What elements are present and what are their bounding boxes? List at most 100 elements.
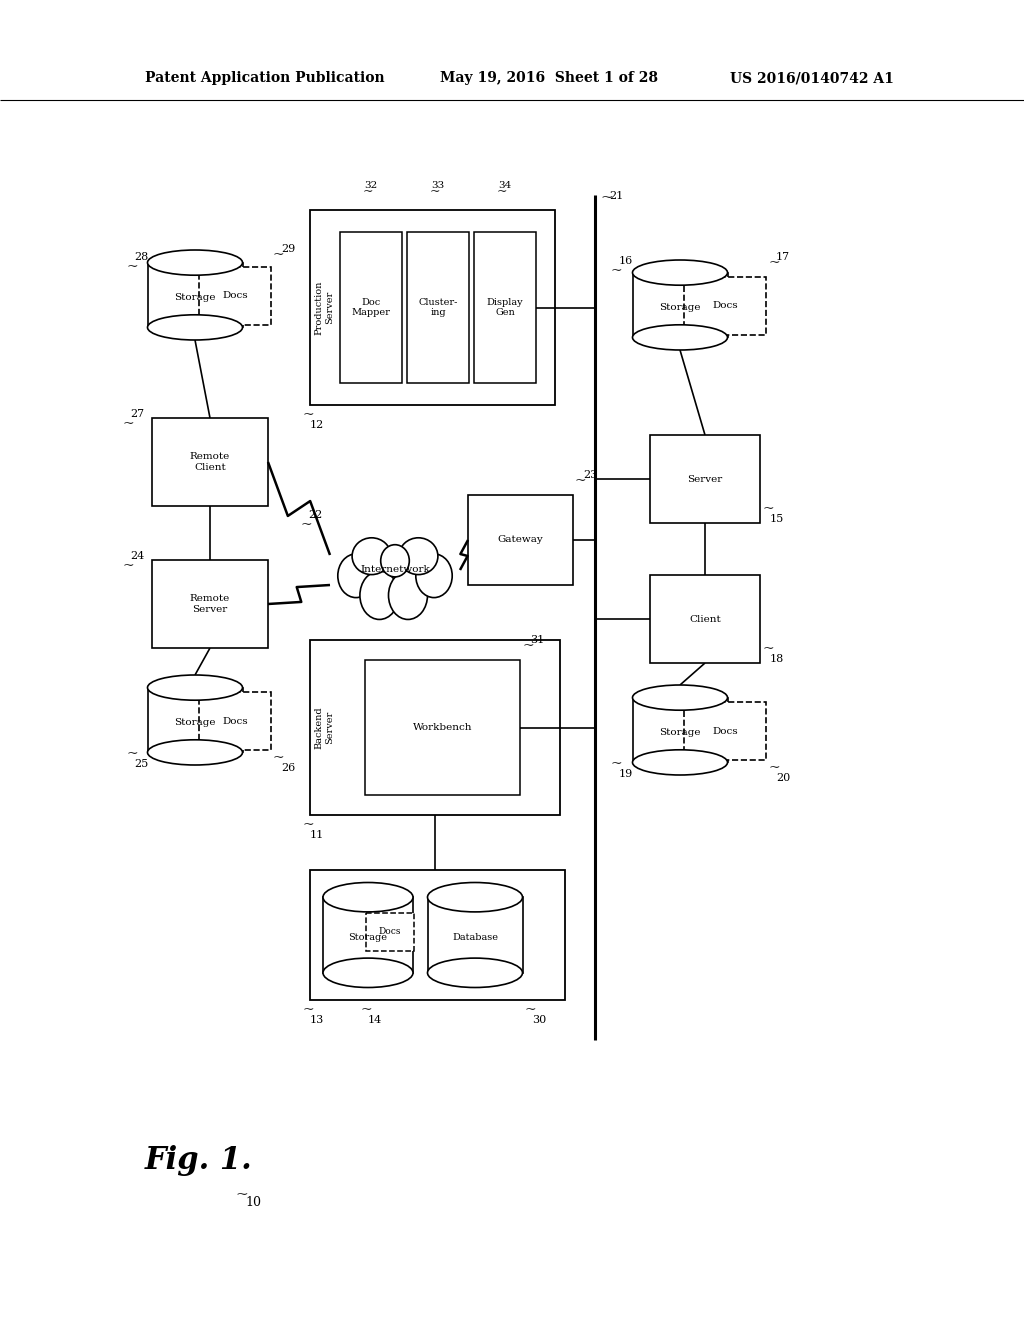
Text: 26: 26 <box>281 763 295 774</box>
Text: 33: 33 <box>431 181 444 190</box>
Text: 18: 18 <box>770 653 784 664</box>
Text: 34: 34 <box>499 181 512 190</box>
Bar <box>199 267 271 325</box>
Bar <box>366 913 414 950</box>
Text: 28: 28 <box>134 252 148 261</box>
Text: Storage: Storage <box>174 718 216 727</box>
Text: Internetwork: Internetwork <box>360 565 430 574</box>
Text: 20: 20 <box>776 774 791 783</box>
Text: 14: 14 <box>368 1015 382 1026</box>
Text: Docs: Docs <box>222 292 248 301</box>
Ellipse shape <box>147 739 243 766</box>
Text: ~: ~ <box>611 264 623 279</box>
Bar <box>474 232 536 383</box>
Text: ~: ~ <box>362 186 374 198</box>
Bar <box>684 277 766 335</box>
Text: May 19, 2016  Sheet 1 of 28: May 19, 2016 Sheet 1 of 28 <box>440 71 658 84</box>
Text: ~: ~ <box>122 417 133 432</box>
Text: Remote
Server: Remote Server <box>189 594 230 614</box>
Bar <box>147 263 243 327</box>
Text: 13: 13 <box>310 1015 325 1026</box>
Ellipse shape <box>633 685 727 710</box>
Bar <box>650 576 760 663</box>
Text: 12: 12 <box>310 420 325 430</box>
Text: 25: 25 <box>134 759 148 770</box>
Text: Docs: Docs <box>379 928 401 936</box>
Text: 15: 15 <box>770 513 784 524</box>
Text: Docs: Docs <box>222 717 248 726</box>
Ellipse shape <box>323 958 413 987</box>
Text: ~: ~ <box>122 558 133 573</box>
Ellipse shape <box>352 537 391 574</box>
Text: 27: 27 <box>130 409 144 418</box>
Text: ~: ~ <box>762 642 773 656</box>
Text: ~: ~ <box>611 756 623 771</box>
Ellipse shape <box>147 314 243 341</box>
Text: Database: Database <box>452 933 498 942</box>
Text: 21: 21 <box>609 191 624 201</box>
Text: ~: ~ <box>430 186 440 198</box>
Bar <box>323 898 413 973</box>
Text: 29: 29 <box>281 244 295 253</box>
Text: ~: ~ <box>575 474 587 488</box>
Ellipse shape <box>427 883 522 912</box>
Ellipse shape <box>416 554 453 598</box>
Bar <box>365 660 520 795</box>
Bar <box>152 560 268 648</box>
Ellipse shape <box>147 675 243 700</box>
Text: ~: ~ <box>234 1188 248 1203</box>
Ellipse shape <box>427 958 522 987</box>
Text: US 2016/0140742 A1: US 2016/0140742 A1 <box>730 71 894 84</box>
Bar <box>310 210 555 405</box>
Ellipse shape <box>388 572 427 619</box>
Text: Production
Server: Production Server <box>314 280 334 335</box>
Bar <box>310 870 565 1001</box>
Text: ~: ~ <box>300 517 311 532</box>
Text: Server: Server <box>687 474 723 483</box>
Text: 16: 16 <box>618 256 633 267</box>
Ellipse shape <box>381 545 410 577</box>
Text: 22: 22 <box>308 510 323 520</box>
Ellipse shape <box>359 572 399 619</box>
Text: Workbench: Workbench <box>413 723 472 733</box>
Text: 10: 10 <box>245 1196 261 1209</box>
Text: 31: 31 <box>530 635 544 645</box>
Text: ~: ~ <box>126 747 137 762</box>
Text: Cluster-
ing: Cluster- ing <box>419 298 458 317</box>
Ellipse shape <box>633 750 727 775</box>
Ellipse shape <box>338 554 374 598</box>
Text: Storage: Storage <box>348 933 387 942</box>
Ellipse shape <box>147 249 243 275</box>
Ellipse shape <box>323 883 413 912</box>
Text: ~: ~ <box>126 260 137 275</box>
Text: Storage: Storage <box>174 293 216 302</box>
Text: Storage: Storage <box>659 304 700 312</box>
Bar <box>684 702 766 760</box>
Text: Docs: Docs <box>712 726 738 735</box>
Text: Remote
Client: Remote Client <box>189 453 230 471</box>
Text: ~: ~ <box>497 186 508 198</box>
Bar <box>340 232 402 383</box>
Text: ~: ~ <box>302 408 313 422</box>
Text: Client: Client <box>689 615 721 623</box>
Text: ~: ~ <box>762 502 773 516</box>
Text: Backend
Server: Backend Server <box>314 706 334 748</box>
Text: 23: 23 <box>583 470 597 480</box>
Text: ~: ~ <box>360 1003 372 1016</box>
Text: ~: ~ <box>302 818 313 832</box>
Text: 24: 24 <box>130 550 144 561</box>
Ellipse shape <box>633 260 727 285</box>
Text: ~: ~ <box>768 256 779 271</box>
Text: 17: 17 <box>776 252 791 261</box>
Text: Doc
Mapper: Doc Mapper <box>351 298 390 317</box>
Text: ~: ~ <box>273 751 285 766</box>
Text: ~: ~ <box>273 248 285 261</box>
Text: Docs: Docs <box>712 301 738 310</box>
Text: ~: ~ <box>600 191 612 205</box>
Ellipse shape <box>399 537 438 574</box>
Text: 30: 30 <box>532 1015 546 1026</box>
Bar <box>310 640 560 814</box>
Text: 32: 32 <box>365 181 378 190</box>
Bar <box>199 692 271 750</box>
Bar <box>650 436 760 523</box>
